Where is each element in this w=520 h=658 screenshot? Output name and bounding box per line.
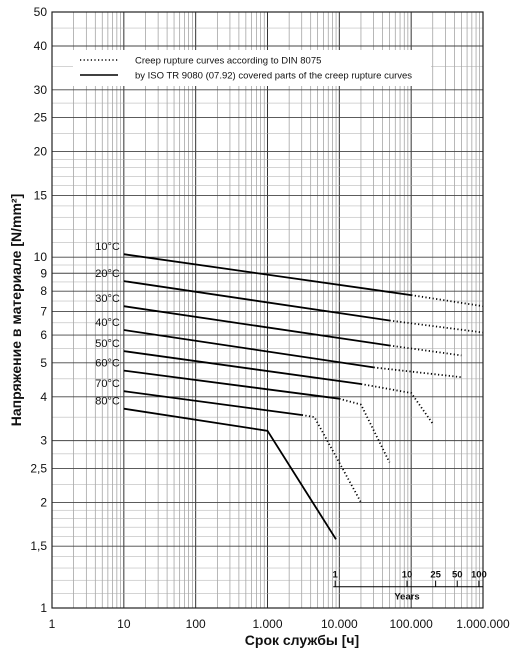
y-tick-label: 6 [40, 328, 47, 342]
years-tick-label: 100 [471, 570, 487, 581]
years-scale: 1 10 25 50 100 Years [333, 570, 487, 603]
curve-60c: 60°C [95, 358, 391, 463]
curve-label: 30°C [95, 293, 120, 305]
curve-label: 70°C [95, 378, 120, 390]
tick-labels: 1 1,5 2 2,5 3 4 5 6 7 8 9 10 15 20 25 30 40 50 1 10 100 1.000… [30, 5, 510, 631]
y-tick-label: 10 [34, 250, 48, 264]
y-tick-label: 2,5 [30, 461, 47, 475]
curve-solid-segment [123, 407, 337, 540]
curve-dotted-segment [373, 366, 462, 379]
y-tick-label: 9 [40, 266, 47, 280]
x-tick-label: 1.000.000 [456, 617, 510, 631]
y-tick-label: 8 [40, 284, 47, 298]
curve-dotted-segment [301, 414, 362, 503]
curve-solid-segment [123, 390, 302, 416]
y-tick-label: 50 [34, 5, 48, 19]
curve-solid-segment [123, 253, 412, 296]
x-tick-label: 100.000 [389, 617, 433, 631]
curve-label: 80°C [95, 396, 120, 408]
legend-label: Creep rupture curves according to DIN 80… [135, 56, 321, 67]
y-tick-label: 25 [34, 111, 48, 125]
curve-label: 50°C [95, 338, 120, 350]
y-tick-label: 5 [40, 356, 47, 370]
curve-solid-segment [123, 350, 362, 385]
curve-label: 20°C [95, 268, 120, 280]
curve-dotted-segment [411, 294, 484, 308]
x-axis-title: Срок службы [ч] [245, 632, 359, 648]
legend-label: by ISO TR 9080 (07.92) covered parts of … [135, 71, 412, 82]
years-tick-label: 1 [333, 570, 339, 581]
curve-dotted-segment [360, 383, 434, 425]
curve-10c: 10°C [95, 241, 484, 308]
legend: Creep rupture curves according to DIN 80… [73, 50, 431, 86]
y-tick-label: 20 [34, 145, 48, 159]
y-tick-label: 1,5 [30, 539, 47, 553]
curve-20c: 20°C [95, 268, 484, 334]
legend-background [73, 50, 431, 86]
years-tick-label: 50 [452, 570, 463, 581]
y-tick-label: 1 [40, 601, 47, 615]
curve-30c: 30°C [95, 293, 462, 357]
curve-solid-segment [123, 329, 374, 369]
years-tick-label: 25 [430, 570, 441, 581]
y-tick-label: 4 [40, 390, 47, 404]
x-tick-label: 100 [186, 617, 206, 631]
y-axis-title: Напряжение в материале [N/mm²] [8, 194, 24, 426]
curve-dotted-segment [339, 397, 391, 463]
grid [51, 11, 484, 609]
curve-50c: 50°C [95, 338, 434, 425]
curve-solid-segment [123, 280, 390, 322]
x-tick-label: 1.000 [252, 617, 282, 631]
y-tick-label: 7 [40, 305, 47, 319]
x-tick-label: 10.000 [321, 617, 358, 631]
curve-dotted-segment [389, 344, 462, 357]
y-tick-label: 15 [34, 188, 48, 202]
y-tick-label: 40 [34, 39, 48, 53]
curve-label: 40°C [95, 317, 120, 329]
x-tick-label: 10 [117, 617, 131, 631]
curve-label: 60°C [95, 358, 120, 370]
x-tick-label: 1 [49, 617, 56, 631]
curve-solid-segment [123, 305, 390, 347]
curve-40c: 40°C [95, 317, 462, 379]
years-tick-label: 10 [402, 570, 413, 581]
curves: 10°C 20°C 30°C 40°C 50°C 60°C 70°C 80°C [95, 241, 484, 540]
curve-solid-segment [123, 369, 340, 400]
y-tick-label: 2 [40, 495, 47, 509]
years-title: Years [394, 592, 419, 603]
curve-label: 10°C [95, 241, 120, 253]
y-tick-label: 3 [40, 434, 47, 448]
curve-dotted-segment [389, 319, 484, 334]
curve-80c: 80°C [95, 396, 337, 540]
curve-70c: 70°C [95, 378, 362, 503]
y-tick-label: 30 [34, 83, 48, 97]
plot-frame [51, 11, 484, 609]
